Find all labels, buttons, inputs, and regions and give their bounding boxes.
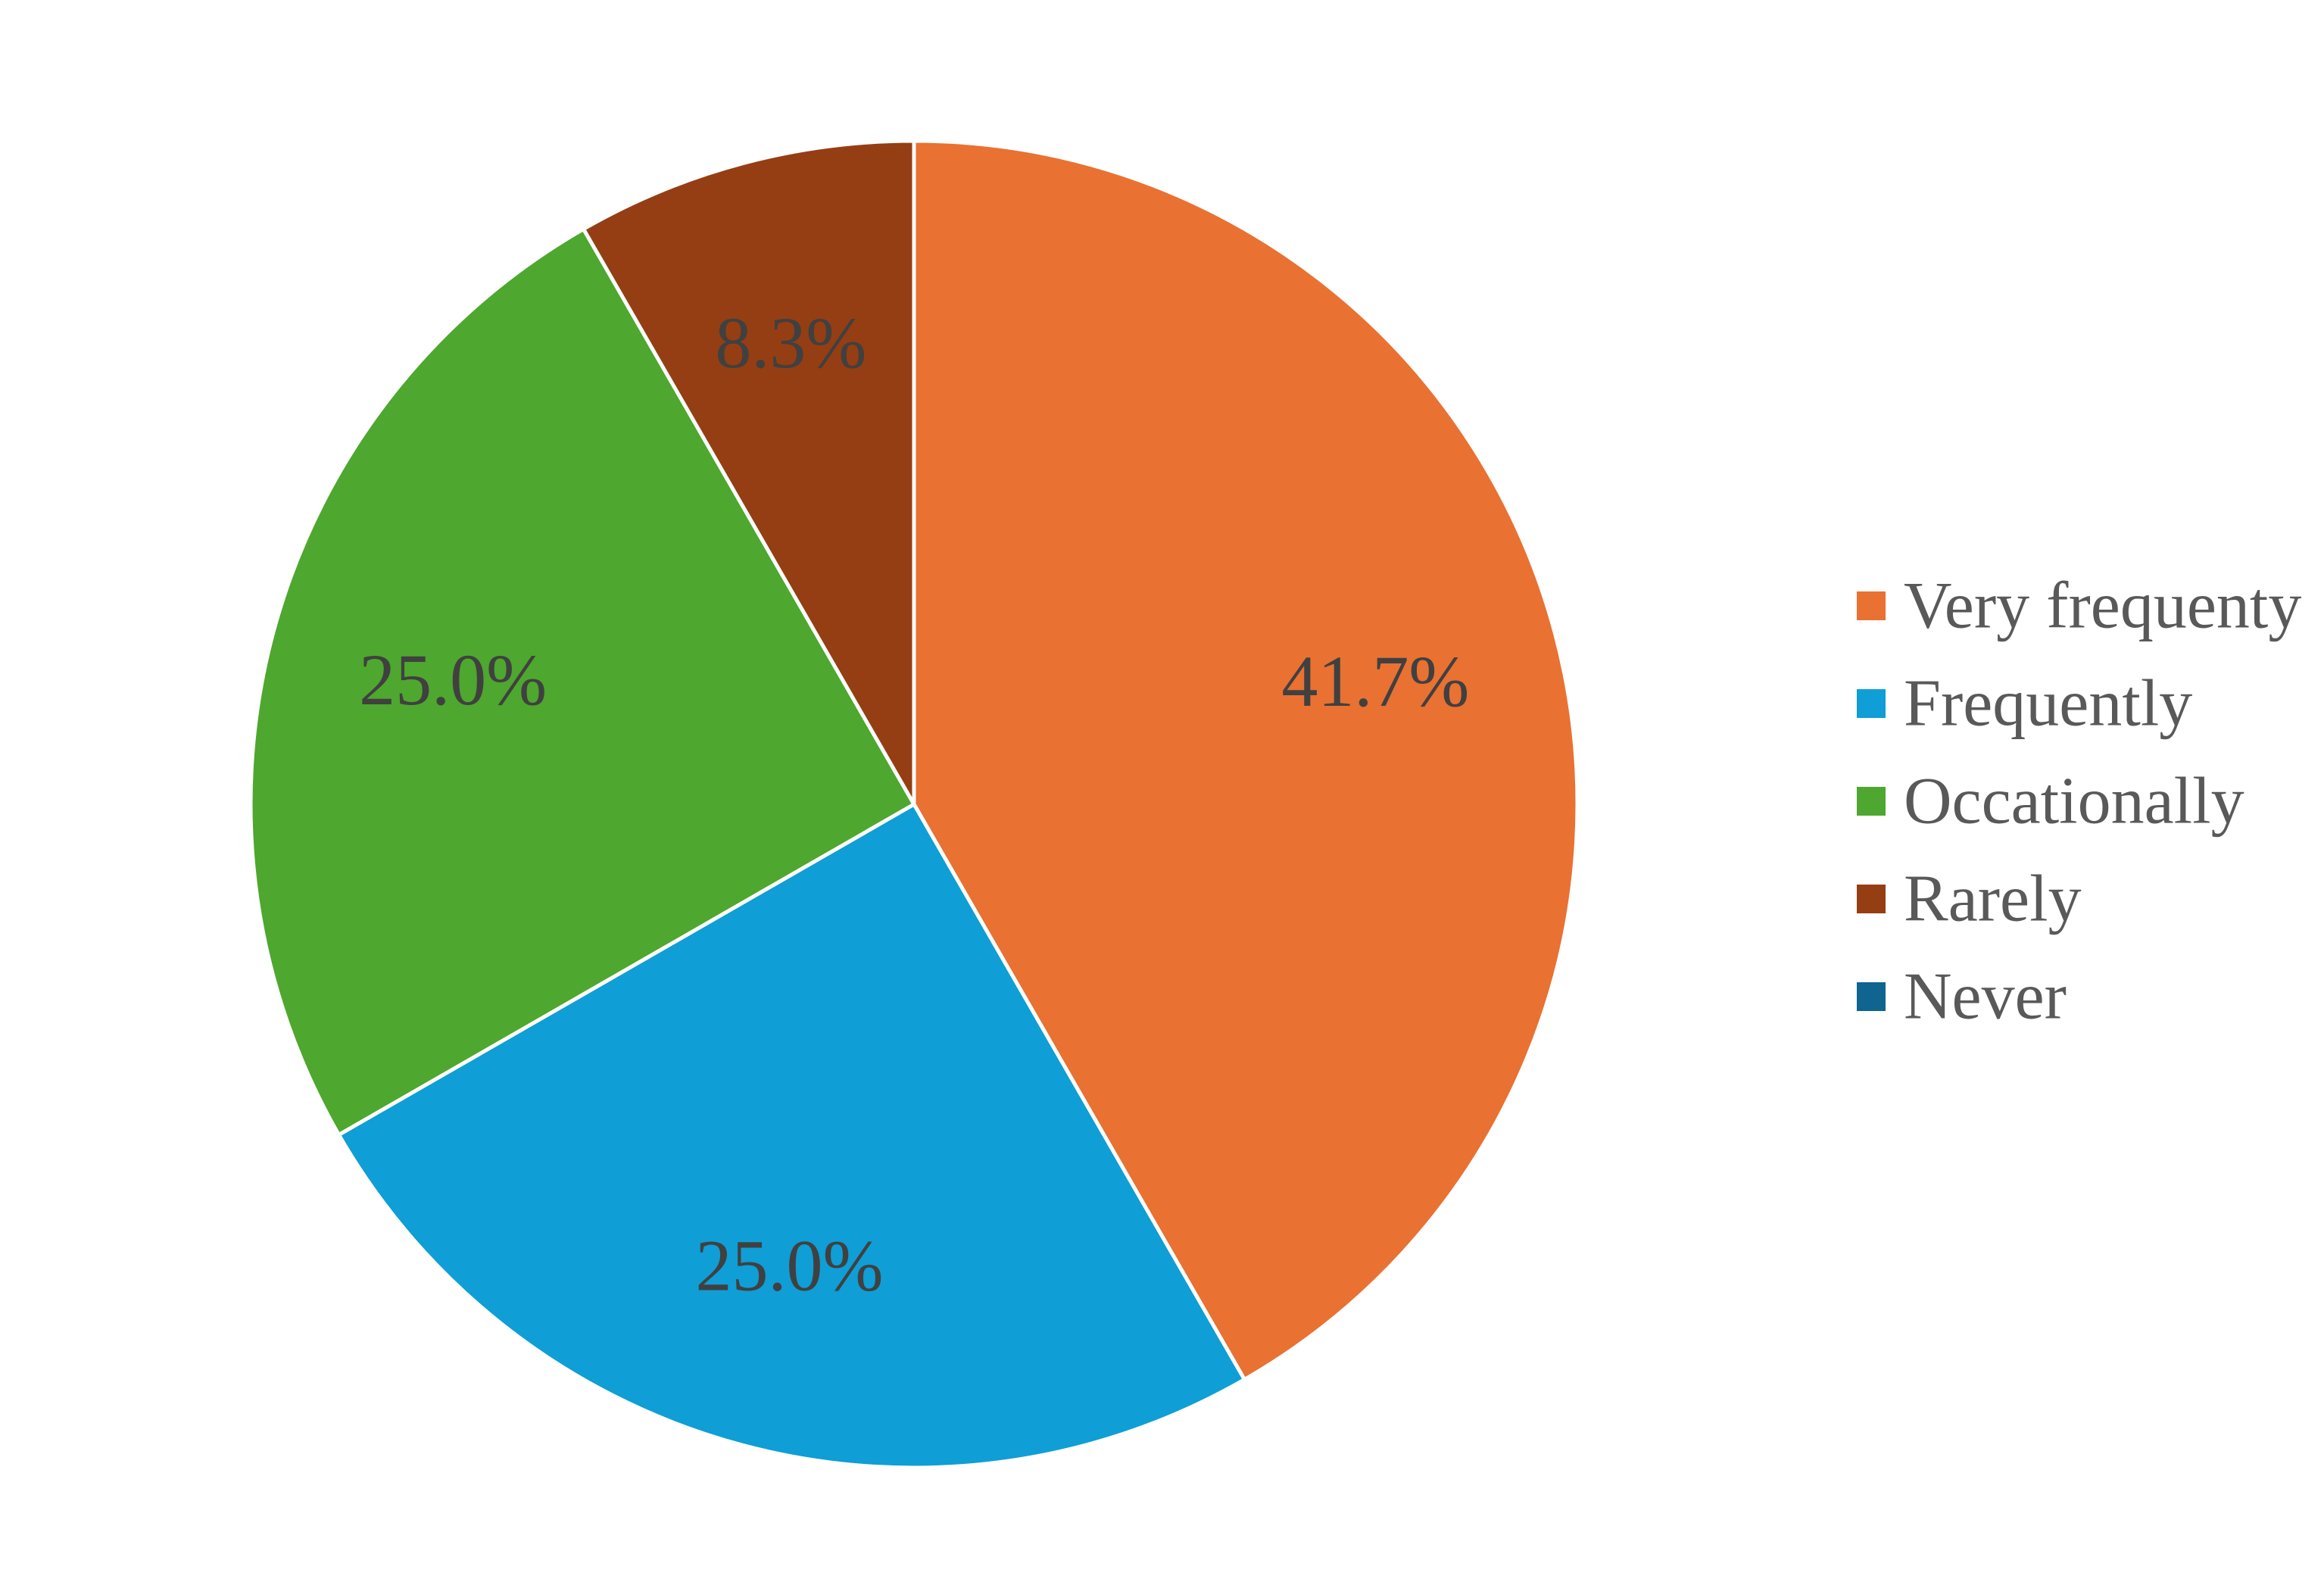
legend-label-2: Occationally (1904, 765, 2244, 838)
pie-slice-2 (248, 226, 916, 1137)
legend-item-0: Very frequenty (1857, 570, 2301, 643)
legend-item-1: Frequently (1857, 667, 2192, 741)
data-label-3: 8.3% (715, 302, 866, 383)
legend-item-4: Never (1857, 960, 2067, 1034)
pie-slice-0 (912, 139, 1580, 1382)
legend-label-0: Very frequenty (1904, 570, 2301, 643)
data-label-2: 25.0% (359, 639, 547, 720)
legend-swatch-1 (1857, 689, 1886, 718)
legend-swatch-4 (1857, 982, 1886, 1011)
legend-swatch-2 (1857, 787, 1886, 816)
legend: Very frequenty Frequently Occationally Rare… (1857, 570, 2301, 1034)
pie-slice-3 (582, 139, 916, 807)
pie-data-labels: 41.7% 25.0% 25.0% 8.3% (359, 302, 1469, 1306)
legend-label-1: Frequently (1904, 667, 2192, 741)
legend-swatch-3 (1857, 885, 1886, 913)
data-label-1: 25.0% (695, 1225, 883, 1306)
legend-swatch-0 (1857, 591, 1886, 620)
legend-item-3: Rarely (1857, 863, 2082, 936)
data-label-0: 41.7% (1281, 641, 1469, 722)
legend-label-3: Rarely (1904, 863, 2082, 936)
legend-label-4: Never (1904, 960, 2067, 1034)
pie-slice-1 (336, 802, 1246, 1470)
legend-item-2: Occationally (1857, 765, 2244, 838)
pie-slices (248, 139, 1580, 1470)
